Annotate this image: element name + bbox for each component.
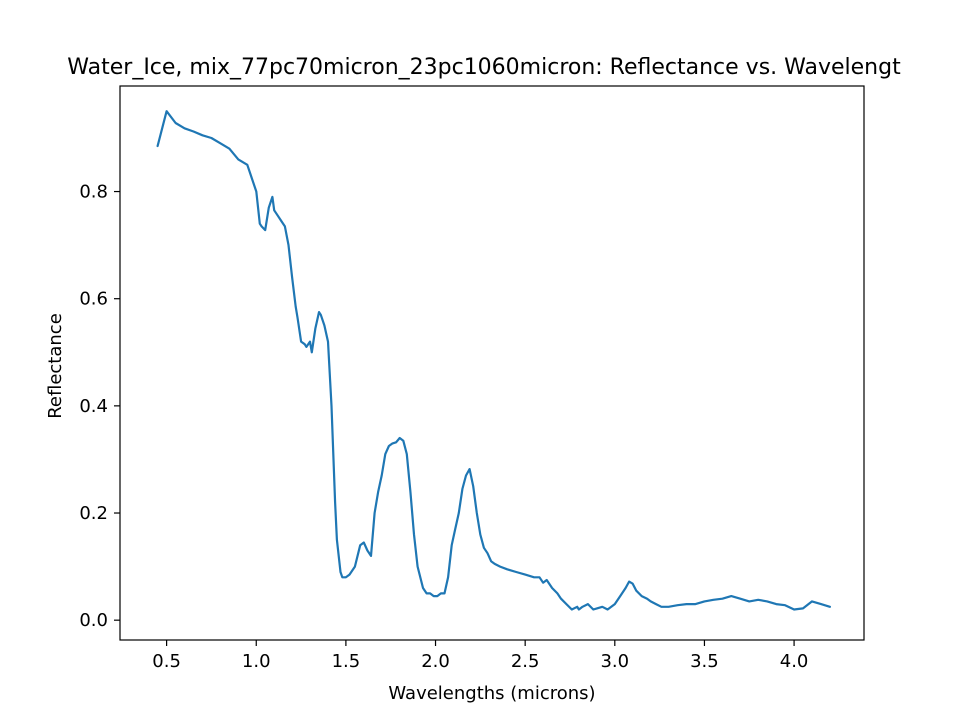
y-tick-label: 0.8 xyxy=(79,182,108,203)
x-tick-label: 4.0 xyxy=(780,651,809,672)
x-axis-ticks: 0.5 1.0 1.5 2.0 2.5 3.0 3.5 4.0 xyxy=(152,640,808,672)
chart-title: Water_Ice, mix_77pc70micron_23pc1060micr… xyxy=(67,55,901,80)
x-tick-label: 1.5 xyxy=(332,651,361,672)
y-tick-label: 0.0 xyxy=(79,610,108,631)
y-tick-label: 0.4 xyxy=(79,396,108,417)
x-axis-label: Wavelengths (microns) xyxy=(388,683,595,704)
x-tick-label: 3.0 xyxy=(600,651,629,672)
y-tick-label: 0.6 xyxy=(79,289,108,310)
x-tick-label: 2.5 xyxy=(511,651,540,672)
y-axis-label: Reflectance xyxy=(45,313,66,419)
series-layer xyxy=(156,110,832,611)
plot-area-frame xyxy=(119,85,865,641)
x-tick-label: 1.0 xyxy=(242,651,271,672)
x-tick-label: 3.5 xyxy=(690,651,719,672)
y-axis-ticks: 0.0 0.2 0.4 0.6 0.8 xyxy=(79,182,120,631)
series-line xyxy=(156,110,832,611)
x-tick-label: 0.5 xyxy=(152,651,181,672)
y-tick-label: 0.2 xyxy=(79,503,108,524)
x-tick-label: 2.0 xyxy=(421,651,450,672)
